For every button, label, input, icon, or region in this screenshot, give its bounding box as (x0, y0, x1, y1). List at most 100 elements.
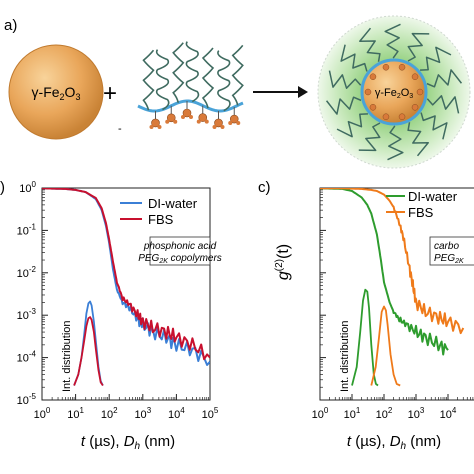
y-tick-label-b: 100 (19, 180, 36, 195)
brush-chain (328, 70, 362, 89)
anchor-group (149, 110, 162, 129)
anchor-dot (364, 88, 372, 96)
reaction-arrow (253, 86, 308, 98)
y-tick-label-b: 10-3 (17, 307, 37, 322)
copolymer-backbone (137, 99, 244, 113)
hybrid-polymer-brush (325, 23, 463, 161)
anchor-group (212, 110, 225, 129)
legend-label-di-water-b: DI-water (148, 196, 198, 211)
comb-copolymer-illustration (137, 41, 244, 129)
y-tick-label-b: 10-1 (17, 222, 37, 237)
brush-chain (358, 122, 381, 152)
coated-nanoparticle: γ-Fe2O3 (317, 15, 471, 169)
iron-oxide-particle: γ-Fe2O3 (8, 44, 104, 140)
anchor-group (196, 105, 209, 124)
correlation-line-c-1 (320, 188, 465, 335)
brush-chain (420, 46, 452, 71)
x-tick-label-c: 103 (408, 406, 425, 421)
hybrid-anchor-groups (364, 64, 424, 120)
brush-chain (325, 96, 362, 115)
distribution-line-c-3 (370, 305, 401, 387)
anchor-dot (382, 113, 390, 120)
x-tick-label-c: 104 (440, 406, 457, 421)
brush-chain (420, 112, 448, 140)
brush-chain (387, 125, 404, 161)
correlation-line-b-1 (42, 188, 210, 361)
x-tick-label-b: 103 (134, 406, 151, 421)
y-tick-label-b: 10-2 (17, 265, 37, 280)
anchor-dot (382, 64, 390, 71)
peg-chain (155, 49, 170, 111)
brush-chain (340, 44, 368, 72)
x-tick-label-c: 101 (344, 406, 361, 421)
distribution-line-b-3 (73, 316, 104, 387)
peg-chain (217, 50, 231, 112)
anchor-dot (398, 113, 406, 120)
brush-chain (384, 23, 401, 59)
chart-panel-c: c) g(2)(t) 100 101 102 103 104 DI-water FBS … (258, 179, 474, 452)
anchor-dot (398, 64, 406, 71)
chart-panel-b: ) 100 101 102 103 104 10510010-110-210-310-41… (0, 179, 222, 452)
annotation-b-line1: phosphonic acid (143, 241, 217, 252)
x-tick-label-c: 102 (376, 406, 393, 421)
series-group-b (42, 188, 210, 387)
x-tick-label-b: 105 (202, 406, 219, 421)
x-tick-label-b: 102 (101, 406, 118, 421)
series-group-c (320, 188, 465, 387)
brush-chain (336, 113, 368, 138)
brush-chain (426, 69, 463, 88)
panel-a-label: a) (4, 17, 17, 34)
panel-a: a) γ-Fe2O3 + - γ-Fe2O3 (4, 15, 471, 169)
plot-frame-c (319, 187, 474, 401)
anchor-dot (411, 104, 419, 111)
annotation-c-line1: carbo (434, 241, 459, 252)
particle-label: γ-Fe2O3 (32, 84, 81, 102)
x-tick-label-b: 101 (67, 406, 84, 421)
anchor-dot (416, 88, 424, 96)
peg-chain (185, 41, 200, 103)
y-tick-label-b: 10-5 (17, 392, 37, 407)
plot-frame-b (41, 187, 211, 401)
anchor-group (165, 105, 178, 124)
anchor-dot (369, 104, 377, 111)
peg-chain (172, 42, 185, 103)
tick-labels-c: 100 101 102 103 104 (312, 406, 457, 421)
peg-chain (201, 47, 215, 109)
panel-b-label: ) (0, 179, 5, 196)
brush-chain (407, 32, 430, 62)
annotation-c: carbo PEG2K (429, 236, 474, 266)
annotation-b: phosphonic acid PEG2K copolymers (138, 236, 222, 266)
legend-b: DI-water FBS (120, 196, 198, 227)
y-tick-label-b: 10-4 (17, 350, 37, 365)
anchor-dot (411, 73, 419, 80)
annotation-b-line2: PEG2K copolymers (138, 253, 222, 265)
hybrid-particle-label: γ-Fe2O3 (375, 87, 413, 100)
legend-label-di-water-c: DI-water (408, 189, 458, 204)
x-tick-label-c: 100 (312, 406, 329, 421)
legend-label-fbs-c: FBS (408, 205, 434, 220)
anchor-dot (369, 73, 377, 80)
tick-labels-b: 100 101 102 103 104 105 100 10-1 10-2 10-3 10-4 10-… (17, 180, 219, 421)
plus-sign: + (103, 80, 117, 107)
legend-label-fbs-b: FBS (148, 212, 174, 227)
y-axis-label-c: g(2)(t) (274, 244, 292, 280)
correlation-line-c-0 (320, 188, 449, 356)
inset-label-b: Int. distribution (61, 320, 73, 392)
anchor-group (181, 101, 193, 120)
x-tick-label-b: 104 (168, 406, 185, 421)
legend-c: DI-water FBS (386, 189, 458, 220)
brush-chain (407, 122, 429, 157)
x-tick-label-b: 100 (34, 406, 51, 421)
inset-label-c: Int. distribution (339, 320, 351, 392)
x-axis-label-c: t (µs), Dh (nm) (347, 433, 441, 452)
peg-chain (142, 49, 155, 111)
small-mark: - (118, 123, 122, 135)
annotation-c-line2: PEG2K (434, 253, 464, 265)
distribution-line-c-2 (351, 288, 379, 387)
brush-chain (359, 27, 381, 62)
anchor-group (228, 107, 241, 126)
x-axis-label-b: t (µs), Dh (nm) (81, 433, 175, 452)
panel-c-label: c) (258, 179, 271, 196)
peg-chain (231, 44, 244, 106)
